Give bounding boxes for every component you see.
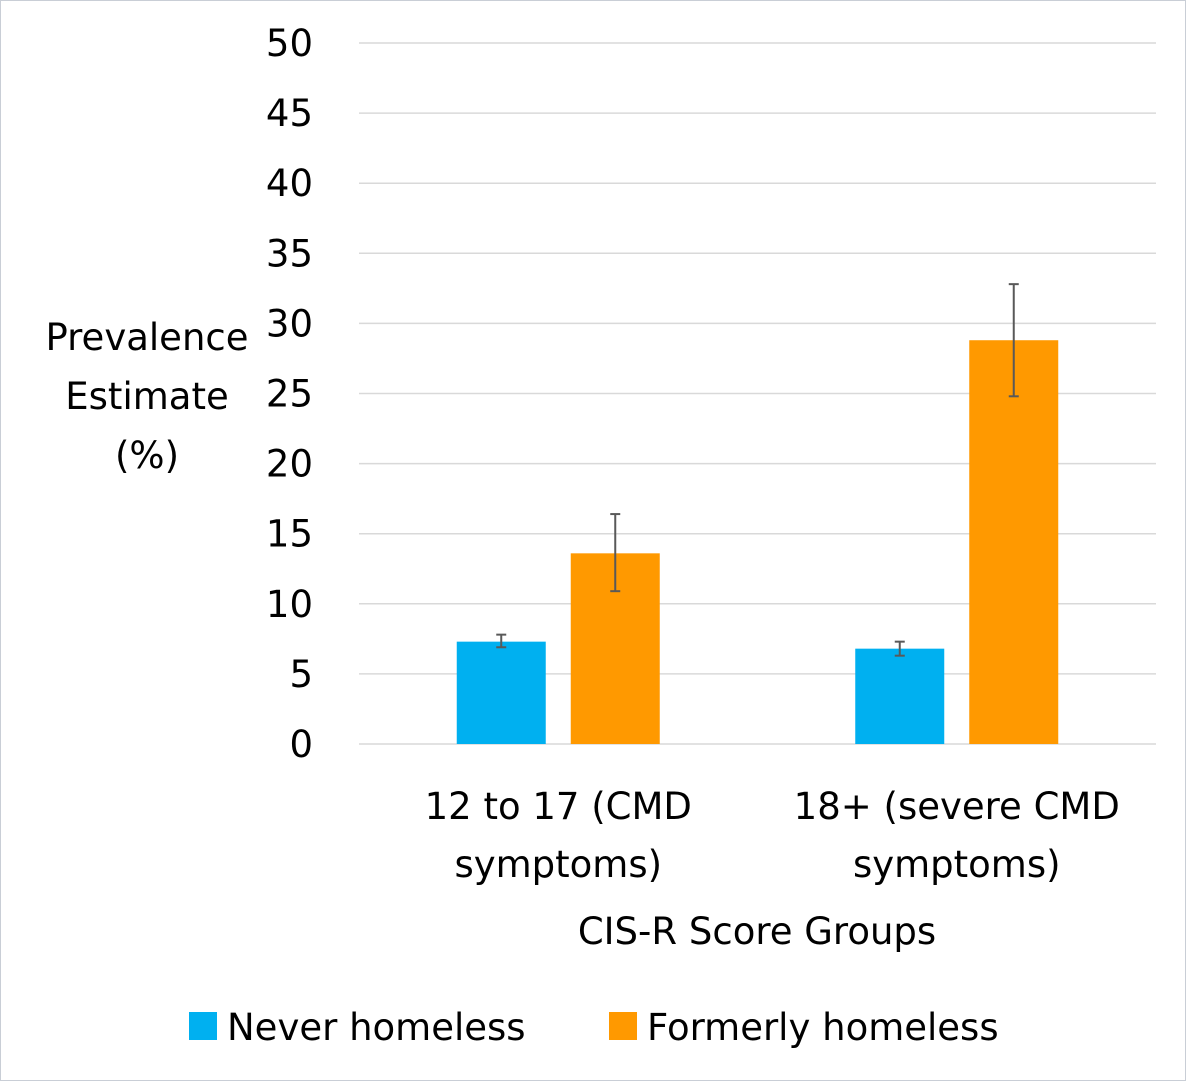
legend-label: Never homeless [227,1006,526,1049]
y-tick-label: 50 [266,22,313,65]
x-category-label: symptoms) [853,843,1061,886]
error-bars [496,283,1019,657]
bars [456,340,1059,744]
legend-swatch [189,1012,217,1040]
y-axis-label-line: (%) [115,434,179,477]
y-tick-label: 15 [266,513,313,556]
y-axis-ticks: 0 5 10 15 20 25 30 35 40 45 50 [266,22,313,766]
x-category-label: 18+ (severe CMD [794,785,1120,828]
y-axis-label-line: Estimate [65,375,228,418]
x-axis-label: CIS-R Score Groups [578,910,936,953]
x-category-label: symptoms) [454,843,662,886]
y-tick-label: 20 [266,443,313,486]
y-tick-label: 30 [266,302,313,345]
legend-label: Formerly homeless [647,1006,999,1049]
y-tick-label: 25 [266,373,313,416]
bar [969,340,1059,744]
x-category-label: 12 to 17 (CMD [425,785,692,828]
y-tick-label: 10 [266,583,313,626]
y-tick-label: 0 [289,723,313,766]
legend-swatch [609,1012,637,1040]
x-axis-categories: 12 to 17 (CMD symptoms) 18+ (severe CMD sym… [425,785,1120,886]
bar [855,648,945,744]
bar [456,641,546,744]
y-axis-label: Prevalence Estimate (%) [46,316,249,477]
legend: Never homeless Formerly homeless [189,1006,999,1049]
y-axis-label-line: Prevalence [46,316,249,359]
y-tick-label: 35 [266,232,313,275]
y-tick-label: 45 [266,92,313,135]
y-tick-label: 40 [266,162,313,205]
y-tick-label: 5 [289,653,313,696]
